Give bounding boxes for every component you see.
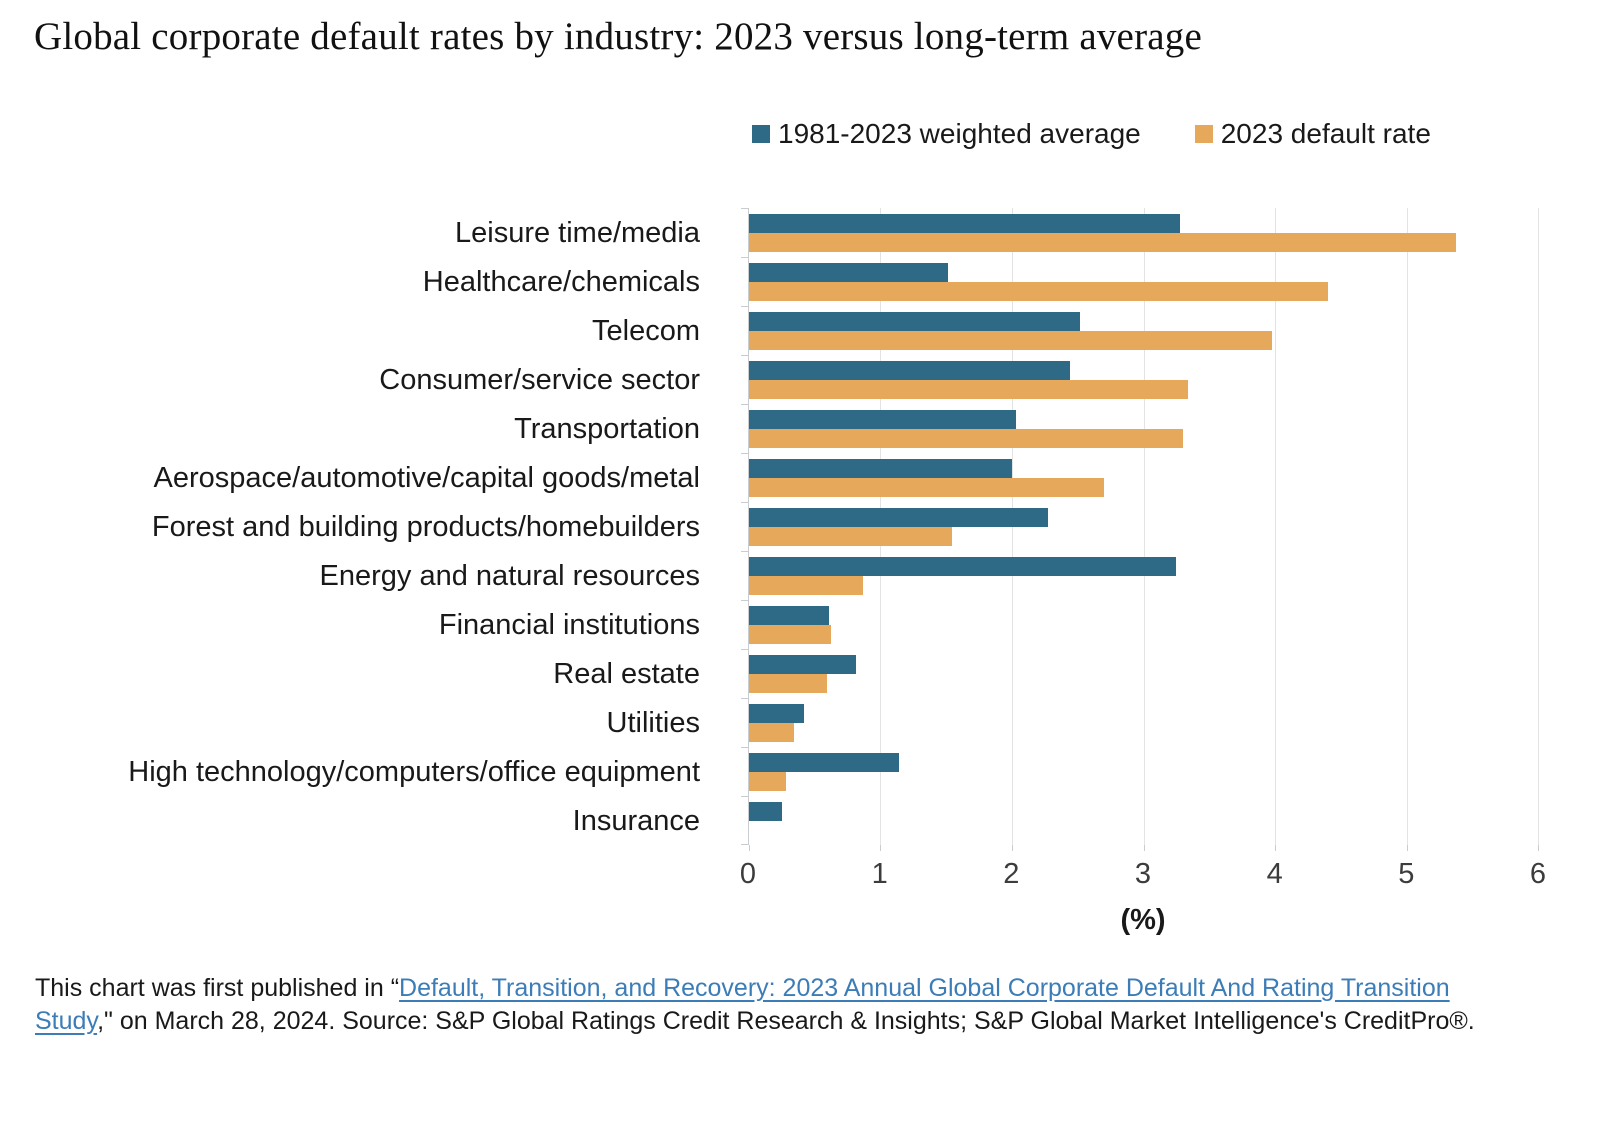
category-label: Real estate: [553, 658, 700, 690]
x-axis-tick-label: 1: [871, 858, 888, 890]
bar-2023-default-rate: [749, 429, 1183, 448]
source-note-prefix: This chart was first published in “: [35, 974, 400, 1002]
bar-weighted-average: [749, 410, 1016, 429]
bar-2023-default-rate: [749, 576, 864, 595]
category-label: Telecom: [592, 315, 700, 347]
x-axis-tick: [1406, 845, 1408, 851]
bar-weighted-average: [749, 263, 948, 282]
category-axis-tick: [741, 208, 749, 209]
bar-weighted-average: [749, 459, 1012, 478]
x-axis-tick: [1274, 845, 1276, 851]
category-axis-tick: [741, 698, 749, 699]
bar-weighted-average: [749, 214, 1181, 233]
bar-weighted-average: [749, 557, 1177, 576]
category-axis-tick: [741, 649, 749, 650]
category-label: Forest and building products/homebuilder…: [151, 511, 700, 543]
category-label: Transportation: [514, 413, 700, 445]
gridline: [1406, 208, 1408, 845]
legend-item: 1981-2023 weighted average: [752, 118, 1141, 150]
gridline: [1274, 208, 1276, 845]
bar-weighted-average: [749, 606, 830, 625]
chart-title: Global corporate default rates by indust…: [34, 15, 1202, 58]
bar-2023-default-rate: [749, 478, 1105, 497]
category-axis-tick: [741, 747, 749, 748]
x-axis-tick-label: 0: [739, 858, 757, 890]
bar-2023-default-rate: [749, 331, 1273, 350]
bar-2023-default-rate: [749, 723, 794, 742]
source-note: This chart was first published in “Defau…: [35, 972, 1515, 1038]
chart-legend: 1981-2023 weighted average 2023 default r…: [752, 118, 1431, 150]
category-axis-tick: [741, 600, 749, 601]
gridline: [1143, 208, 1145, 845]
x-axis-tick: [1538, 845, 1539, 851]
category-label: Healthcare/chemicals: [422, 266, 700, 298]
bar-2023-default-rate: [749, 233, 1457, 252]
x-axis-tick: [880, 845, 882, 851]
legend-label: 2023 default rate: [1220, 118, 1431, 149]
category-label: Financial institutions: [438, 609, 700, 641]
category-axis-tick: [741, 404, 749, 405]
bar-2023-default-rate: [749, 772, 786, 791]
source-note-suffix: ," on March 28, 2024. Source: S&P Global…: [97, 1007, 1475, 1035]
bar-2023-default-rate: [749, 625, 831, 644]
category-label: Leisure time/media: [455, 217, 700, 249]
legend-label: 1981-2023 weighted average: [778, 118, 1141, 149]
bar-weighted-average: [749, 361, 1070, 380]
bar-weighted-average: [749, 312, 1081, 331]
study-link[interactable]: Default, Transition, and Recovery: 2023 …: [35, 974, 1450, 1035]
x-axis-tick-labels: 0 1 2 3 4 5 6: [740, 858, 1546, 894]
x-axis-tick-label: 4: [1266, 858, 1283, 890]
x-axis-tick-label: 6: [1529, 858, 1547, 890]
legend-item: 2023 default rate: [1194, 118, 1431, 150]
x-axis-tick: [1143, 845, 1145, 851]
category-label: Consumer/service sector: [379, 364, 700, 396]
bar-weighted-average: [749, 508, 1048, 527]
bar-weighted-average: [749, 655, 856, 674]
bar-2023-default-rate: [749, 282, 1328, 301]
bar-weighted-average: [749, 753, 899, 772]
bar-weighted-average: [749, 704, 805, 723]
plot-area: [741, 208, 1539, 851]
category-axis-tick: [741, 844, 749, 845]
bar-weighted-average: [749, 802, 782, 821]
category-axis-tick: [741, 257, 749, 258]
bar-2023-default-rate: [749, 674, 827, 693]
x-axis-tick: [1011, 845, 1013, 851]
gridline: [1538, 208, 1539, 845]
x-axis-tick-label: 2: [1003, 858, 1020, 890]
category-label: Utilities: [606, 707, 700, 739]
category-label: Energy and natural resources: [319, 560, 700, 592]
category-label: High technology/computers/office equipme…: [128, 756, 700, 788]
x-axis-tick: [749, 845, 750, 851]
x-axis-tick-label: 5: [1398, 858, 1415, 890]
legend-swatch-icon: [1194, 125, 1213, 143]
bar-2023-default-rate: [749, 527, 952, 546]
category-axis-labels: Leisure time/media Healthcare/chemicals Te…: [34, 208, 700, 845]
legend-swatch-icon: [752, 125, 770, 143]
category-axis-tick: [741, 306, 749, 307]
category-axis-tick: [741, 355, 749, 356]
x-axis-tick-label: 3: [1134, 858, 1152, 890]
category-axis-tick: [741, 502, 749, 503]
category-axis-tick: [741, 551, 749, 552]
category-axis-tick: [741, 796, 749, 797]
category-axis-tick: [741, 453, 749, 454]
bar-2023-default-rate: [749, 380, 1189, 399]
category-label: Insurance: [572, 805, 700, 837]
x-axis-title: (%): [1120, 904, 1166, 936]
category-label: Aerospace/automotive/capital goods/metal: [153, 462, 700, 494]
